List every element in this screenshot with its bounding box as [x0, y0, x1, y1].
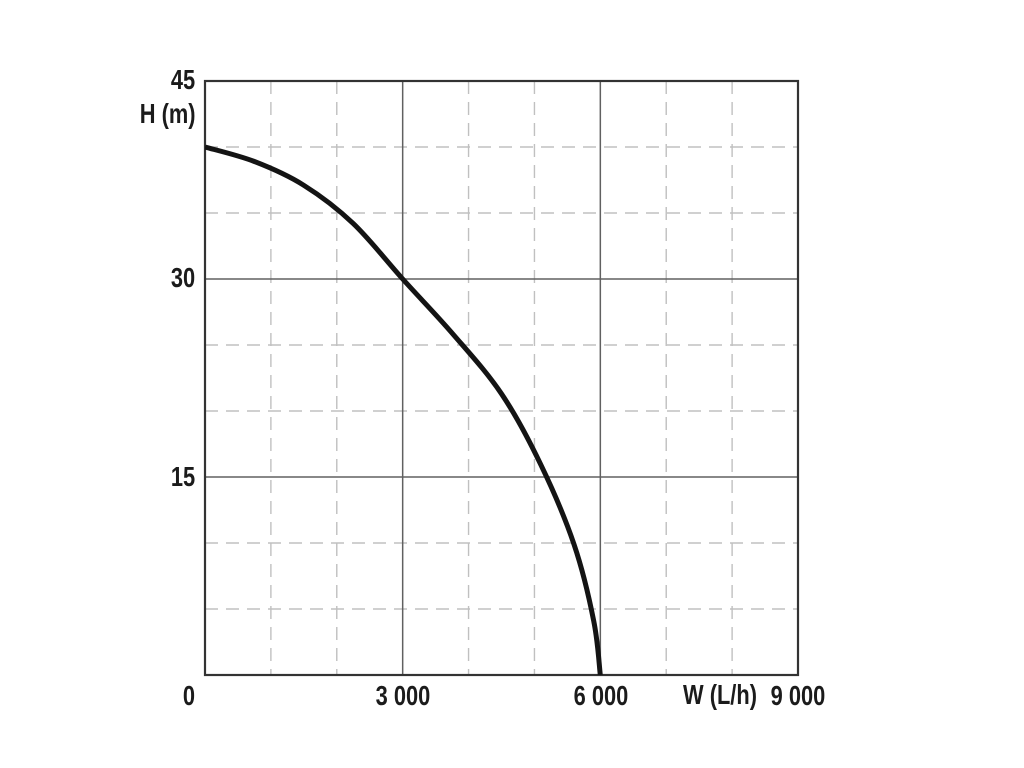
- y-tick-45: 45: [164, 66, 195, 94]
- x-axis-title-text: W (L/h): [683, 679, 757, 710]
- y-axis-title-text: H (m): [140, 98, 196, 129]
- y-tick-30: 30: [164, 264, 195, 292]
- x-tick-label: 3 000: [375, 680, 431, 711]
- y-tick-label: 15: [170, 461, 195, 492]
- y-tick-label: 30: [170, 262, 195, 293]
- x-axis-title: W (L/h): [673, 681, 768, 709]
- pump-curve-line: [205, 144, 603, 675]
- y-tick-label: 45: [170, 64, 195, 95]
- x-tick-6000: 6 000: [566, 682, 636, 710]
- x-tick-0: 0: [181, 682, 197, 710]
- x-tick-9000: 9 000: [763, 682, 833, 710]
- x-tick-label: 6 000: [573, 680, 629, 711]
- x-tick-label: 0: [182, 680, 196, 711]
- y-axis-title: H (m): [124, 100, 196, 128]
- x-tick-3000: 3 000: [368, 682, 438, 710]
- x-tick-label: 9 000: [770, 680, 826, 711]
- y-tick-15: 15: [164, 463, 195, 491]
- plot-frame: [203, 79, 800, 677]
